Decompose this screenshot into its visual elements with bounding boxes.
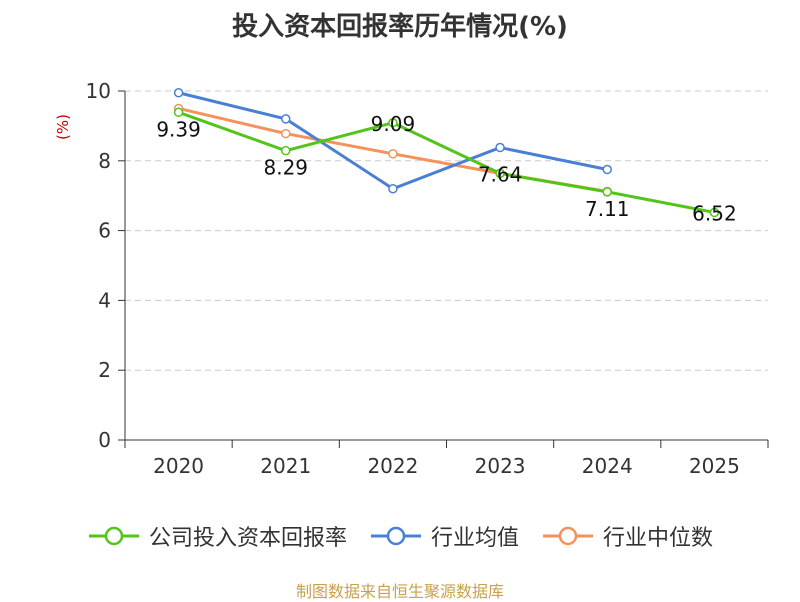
legend-marker: [386, 526, 406, 546]
data-point-s1-2020: [173, 87, 184, 98]
y-tick-label-0: 0: [98, 428, 111, 452]
data-label-2021: 8.29: [263, 156, 308, 180]
legend: 公司投入资本回报率 行业均值 行业中位数: [0, 518, 800, 554]
legend-marker: [558, 526, 578, 546]
y-tick-label-2: 2: [98, 358, 111, 382]
data-point-s0-2022: [388, 118, 398, 128]
data-label-2023: 7.64: [478, 162, 523, 186]
x-tick-label-2023: 2023: [475, 454, 526, 478]
x-tick-label-2024: 2024: [582, 454, 633, 478]
axes: 0 2 4 6 8 10 2020 2021 2022 2023 2024 2025: [86, 79, 769, 478]
legend-marker: [104, 526, 124, 546]
data-point-s1-2023: [495, 142, 505, 153]
legend-label-2: 行业中位数: [603, 526, 714, 551]
data-point-s2-2022: [388, 149, 398, 159]
data-point-s1-2022: [388, 183, 398, 194]
data-point-s0-2024: [602, 187, 612, 197]
legend-item-1[interactable]: 行业均值: [369, 520, 519, 552]
legend-item-0[interactable]: 公司投入资本回报率: [87, 520, 347, 552]
legend-line-circle-icon: [370, 526, 421, 546]
series-line-0: [178, 110, 715, 214]
data-label-2024: 7.11: [585, 197, 630, 221]
data-point-s0-2020: [173, 107, 184, 118]
data-point-s2-2021: [281, 128, 291, 139]
data-point-s1-2024: [602, 164, 612, 175]
y-tick-label-10: 10: [86, 79, 111, 103]
data-label-2025: 6.52: [692, 201, 737, 225]
data-point-s0-2025: [709, 207, 720, 218]
legend-item-2[interactable]: 行业中位数: [541, 520, 713, 552]
legend-label-0: 公司投入资本回报率: [148, 526, 347, 551]
x-tick-label-2021: 2021: [260, 454, 311, 478]
legend-line-circle-icon: [543, 526, 593, 546]
grid-lines: [125, 90, 768, 371]
x-tick-label-2020: 2020: [153, 454, 204, 478]
series: [173, 87, 720, 218]
y-tick-label-8: 8: [98, 149, 111, 173]
y-tick-label-4: 4: [98, 288, 111, 312]
legend-line-circle-icon: [88, 526, 139, 546]
data-source-note: 制图数据来自恒生聚源数据库: [295, 582, 504, 601]
data-labels: 9.39 8.29 9.09 7.64 7.11 6.52: [156, 112, 736, 226]
y-tick-label-6: 6: [98, 219, 111, 243]
data-label-2022: 9.09: [371, 112, 416, 136]
data-point-s0-2023: [495, 168, 505, 179]
chart-title: 投入资本回报率历年情况(%): [232, 12, 568, 42]
data-point-s0-2021: [281, 145, 291, 156]
series-line-1: [178, 91, 608, 191]
legend-label-1: 行业均值: [430, 526, 519, 551]
data-label-2020: 9.39: [156, 117, 201, 141]
x-tick-label-2025: 2025: [689, 454, 740, 478]
data-point-s1-2021: [281, 114, 291, 124]
x-tick-label-2022: 2022: [367, 454, 418, 478]
